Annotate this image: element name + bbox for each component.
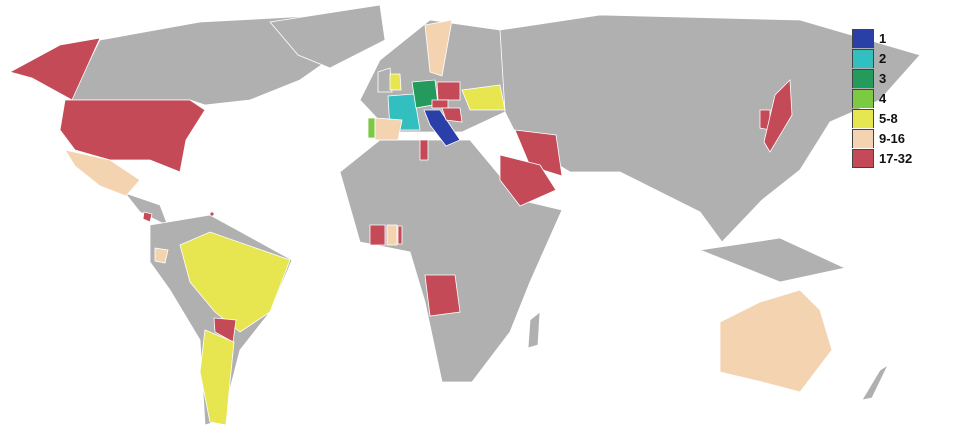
new-zealand	[861, 363, 889, 401]
legend-swatch	[852, 28, 874, 48]
ivory-coast	[369, 224, 386, 246]
legend-item: 2	[852, 48, 912, 68]
madagascar	[527, 311, 541, 349]
togo	[397, 225, 403, 245]
legend-swatch	[852, 108, 874, 128]
italy	[423, 109, 461, 147]
legend-swatch	[852, 88, 874, 108]
africa	[339, 139, 563, 383]
central-america	[123, 192, 169, 227]
saudi-arabia	[499, 154, 557, 207]
croatia-serbia	[441, 107, 463, 123]
legend-label: 5-8	[879, 110, 898, 126]
angola	[424, 274, 461, 317]
australia	[719, 289, 833, 393]
legend-label: 1	[879, 30, 887, 46]
uk-ireland	[377, 67, 393, 93]
ghana	[386, 224, 398, 246]
southeast-asia-islands	[698, 237, 847, 283]
legend-swatch	[852, 148, 874, 168]
poland	[436, 81, 461, 101]
legend-swatch	[852, 68, 874, 88]
legend-swatch	[852, 48, 874, 68]
czech-republic	[431, 99, 449, 109]
legend-item: 9-16	[852, 128, 912, 148]
argentina	[199, 329, 235, 426]
legend-label: 9-16	[879, 130, 906, 146]
spain	[374, 117, 403, 141]
legend: 1 2 3 4 5-8 9-16 17-32	[852, 28, 912, 168]
legend-item: 17-32	[852, 148, 912, 168]
legend-item: 5-8	[852, 108, 912, 128]
brazil	[179, 231, 291, 333]
ukraine	[461, 84, 506, 111]
iran	[514, 129, 563, 177]
legend-label: 4	[879, 90, 887, 106]
legend-label: 2	[879, 50, 887, 66]
england	[389, 73, 402, 91]
greenland	[269, 4, 386, 69]
legend-item: 4	[852, 88, 912, 108]
ecuador	[154, 247, 169, 264]
usa-alaska	[8, 37, 101, 101]
costa-rica	[142, 211, 153, 223]
usa	[59, 99, 206, 173]
sweden	[424, 19, 453, 77]
portugal	[367, 117, 376, 139]
legend-label: 3	[879, 70, 887, 86]
mexico	[64, 149, 141, 197]
legend-item: 3	[852, 68, 912, 88]
trinidad	[209, 211, 215, 217]
legend-label: 17-32	[879, 150, 913, 166]
tunisia	[419, 139, 429, 161]
legend-item: 1	[852, 28, 912, 48]
legend-swatch	[852, 128, 874, 148]
japan	[763, 79, 793, 153]
